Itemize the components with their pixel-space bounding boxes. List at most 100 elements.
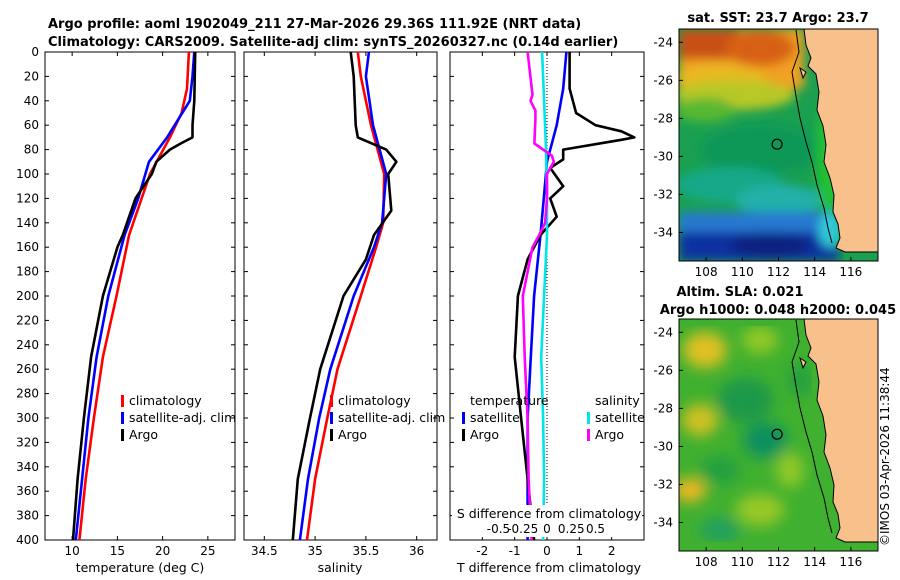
lat-tick-label: -26 [653,73,673,87]
x-tick-label: 1 [576,544,584,558]
legend-swatch-climatology [121,395,124,407]
series-line-satellite-adj-clim [74,51,196,541]
sst-map-title: sat. SST: 23.7 Argo: 23.7 [687,11,868,26]
difference-panel: -2 -1 0 1 2 S difference from climatology -0… [449,51,645,575]
depth-tick-label: 60 [24,118,39,132]
argo-float-marker [771,428,783,440]
legend-sal-satellite: satellite [595,410,645,425]
island [799,356,807,370]
t-difference-xlabel: T difference from climatology [456,560,642,575]
title-line-1: Argo profile: aoml 1902049_211 27-Mar-20… [48,17,581,32]
lon-tick-label: 110 [731,265,754,279]
x-tick-label: 25 [200,544,215,558]
depth-tick-label: 120 [16,191,39,205]
depth-tick-label: 380 [16,509,39,523]
s-diff-tick-label: 0.5 [586,522,605,536]
argo-float-marker [771,138,783,150]
x-tick-label: 35 [307,544,322,558]
s-diff-tick-label: 0 [543,522,551,536]
lat-tick-label: -30 [653,439,673,453]
x-tick-label: -1 [509,544,521,558]
sla-map-title-2: Argo h1000: 0.048 h2000: 0.045 [660,303,896,318]
depth-tick-label: 20 [24,69,39,83]
lon-tick-label: 114 [803,555,826,569]
sla-field [679,319,878,551]
depth-tick-label: 180 [16,265,39,279]
sst-field [679,29,878,261]
legend-satellite: satellite-adj. clim [338,410,445,425]
australia-coastline [803,29,878,253]
depth-tick-label: 100 [16,167,39,181]
lon-tick-label: 116 [839,265,862,279]
difference-legend: temperature satellite Argo salinity sate… [462,393,645,442]
lon-tick-label: 108 [695,555,718,569]
legend-swatch-argo [330,429,333,441]
legend-satellite: satellite-adj. clim [129,410,236,425]
s-difference-label: S difference from climatology [457,506,642,521]
series-line-salinity-satellite [539,51,549,541]
lon-tick-label: 112 [767,265,790,279]
legend-salinity-heading: salinity [595,393,640,408]
sla-map: Altim. SLA: 0.021 Argo h1000: 0.048 h200… [653,285,896,569]
x-tick-label: 15 [110,544,125,558]
depth-tick-label: 220 [16,313,39,327]
lon-tick-label: 114 [803,265,826,279]
lat-tick-label: -32 [653,187,673,201]
legend-swatch-sal-argo [587,429,590,441]
series-line-climatology [78,51,191,541]
lat-tick-label: -28 [653,111,673,125]
title-line-2: Climatology: CARS2009. Satellite-adj cli… [48,35,618,50]
x-tick-label: 35.5 [353,544,380,558]
copyright-timestamp: ©IMOS 03-Apr-2026 11:38:44 [878,367,892,546]
lon-tick-label: 112 [767,555,790,569]
s-diff-tick-label: -0.5 [487,522,510,536]
sst-map: sat. SST: 23.7 Argo: 23.7 [653,11,879,279]
legend-temperature-heading: temperature [470,393,549,408]
depth-tick-label: 260 [16,362,39,376]
lon-tick-label: 108 [695,265,718,279]
depth-tick-label: 360 [16,484,39,498]
depth-tick-label: 200 [16,289,39,303]
series-line-satellite-adj-clim [298,51,388,541]
shelf-contour [791,319,833,534]
series-line-argo [291,51,398,541]
x-tick-label: 0 [543,544,551,558]
legend-swatch-climatology [330,395,333,407]
top-axis-label-background [452,505,642,537]
lat-tick-label: -34 [653,515,673,529]
lat-tick-label: -26 [653,363,673,377]
depth-tick-label: 160 [16,240,39,254]
lat-tick-label: -24 [653,35,673,49]
legend-argo: Argo [129,427,158,442]
lon-tick-label: 116 [839,555,862,569]
sla-map-title-1: Altim. SLA: 0.021 [677,285,804,300]
legend-swatch-satellite [330,412,333,424]
depth-tick-label: 0 [31,45,39,59]
legend-swatch-satellite [121,412,124,424]
island [799,66,807,80]
depth-tick-label: 320 [16,435,39,449]
x-tick-label: -2 [476,544,488,558]
legend-climatology: climatology [129,393,202,408]
depth-tick-label: 80 [24,143,39,157]
legend-swatch-temp-satellite [462,412,465,424]
legend-climatology: climatology [338,393,411,408]
legend-temp-satellite: satellite [470,410,520,425]
lat-tick-label: -28 [653,401,673,415]
lat-tick-label: -24 [653,325,673,339]
series-line-argo [71,51,197,541]
lat-tick-label: -32 [653,477,673,491]
x-tick-label: 36 [409,544,424,558]
legend-sal-argo: Argo [595,427,624,442]
legend-argo: Argo [338,427,367,442]
salinity-panel: 34.5 35 35.5 36 salinity climatology satell… [243,51,445,575]
legend-temp-argo: Argo [470,427,499,442]
depth-tick-label: 240 [16,338,39,352]
series-line-temperature-argo [513,52,636,541]
x-tick-label: 10 [65,544,80,558]
depth-tick-label: 40 [24,94,39,108]
depth-tick-label: 280 [16,387,39,401]
x-tick-label: 34.5 [251,544,278,558]
temperature-panel: 0 20 40 60 80 100 120 140 160 180 200 220 240 260 280 3… [16,45,236,575]
